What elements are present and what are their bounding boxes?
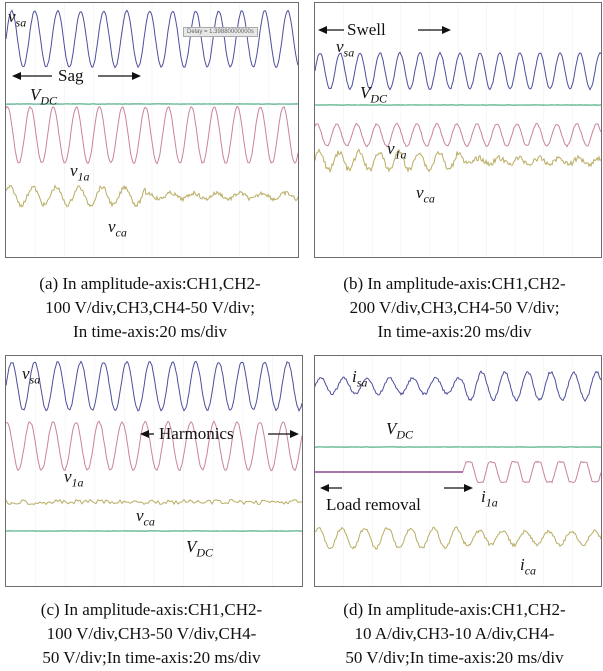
- label-vca-b: vca: [416, 183, 435, 206]
- label-vdc-d: VDC: [386, 419, 414, 442]
- caption-d: (d) In amplitude-axis:CH1,CH2- 10 A/div,…: [343, 600, 566, 667]
- scope-screen-a: Delay = 1.39880000000s: [5, 2, 299, 258]
- label-vsa: vsa: [8, 7, 27, 30]
- label-v1a-a: v1a: [70, 161, 90, 184]
- harmonics-label: Harmonics: [159, 424, 234, 443]
- trace-i1a: [462, 460, 601, 484]
- label-vdc-b: VDC: [360, 83, 388, 106]
- load-removal-arrow-line: [320, 484, 473, 492]
- waveforms-c: [6, 356, 302, 586]
- trace-v1a: [6, 105, 298, 165]
- label-isa: isa: [352, 367, 368, 390]
- sag-arrow-line: [12, 72, 141, 80]
- label-v1a-c: v1a: [64, 467, 84, 490]
- label-vdc-c: VDC: [186, 537, 214, 560]
- label-ica: ica: [520, 555, 537, 578]
- label-vca-c: vca: [136, 506, 155, 529]
- trace-vsa: [6, 9, 298, 69]
- swell-label: Swell: [347, 20, 386, 39]
- trace-vca: [315, 148, 601, 174]
- delay-readout: Delay = 1.39880000000s: [183, 27, 258, 37]
- scope-screen-d: [314, 355, 602, 587]
- label-v1a-b: v1a: [387, 139, 407, 162]
- waveforms-d: [315, 356, 601, 586]
- trace-vca: [6, 184, 298, 208]
- scope-screen-b: [314, 2, 602, 258]
- waveforms-a: [6, 3, 298, 257]
- label-vca-a: vca: [108, 217, 127, 240]
- sag-label: Sag: [58, 66, 84, 85]
- trace-vca: [6, 498, 302, 506]
- scope-screen-c: [5, 355, 303, 587]
- trace-vsa: [6, 360, 302, 412]
- trace-vsa: [315, 51, 601, 91]
- load-removal-label: Load removal: [326, 495, 421, 514]
- caption-c: (c) In amplitude-axis:CH1,CH2- 100 V/div…: [40, 600, 263, 667]
- label-i1a: i1a: [481, 487, 498, 510]
- caption-a: (a) In amplitude-axis:CH1,CH2- 100 V/div…: [39, 274, 261, 341]
- trace-v1a: [315, 122, 601, 148]
- trace-isa: [315, 370, 601, 403]
- swell-arrow-line: [318, 26, 451, 34]
- trace-v1a: [6, 420, 302, 472]
- trace-ica: [315, 526, 601, 550]
- waveforms-b: [315, 3, 601, 257]
- label-vdc-a: VDC: [30, 85, 58, 108]
- harmonics-arrow-line: [140, 430, 299, 438]
- caption-b: (b) In amplitude-axis:CH1,CH2- 200 V/div…: [343, 274, 566, 341]
- label-vsa-c: vsa: [22, 364, 41, 387]
- label-vsa-b: vsa: [336, 37, 355, 60]
